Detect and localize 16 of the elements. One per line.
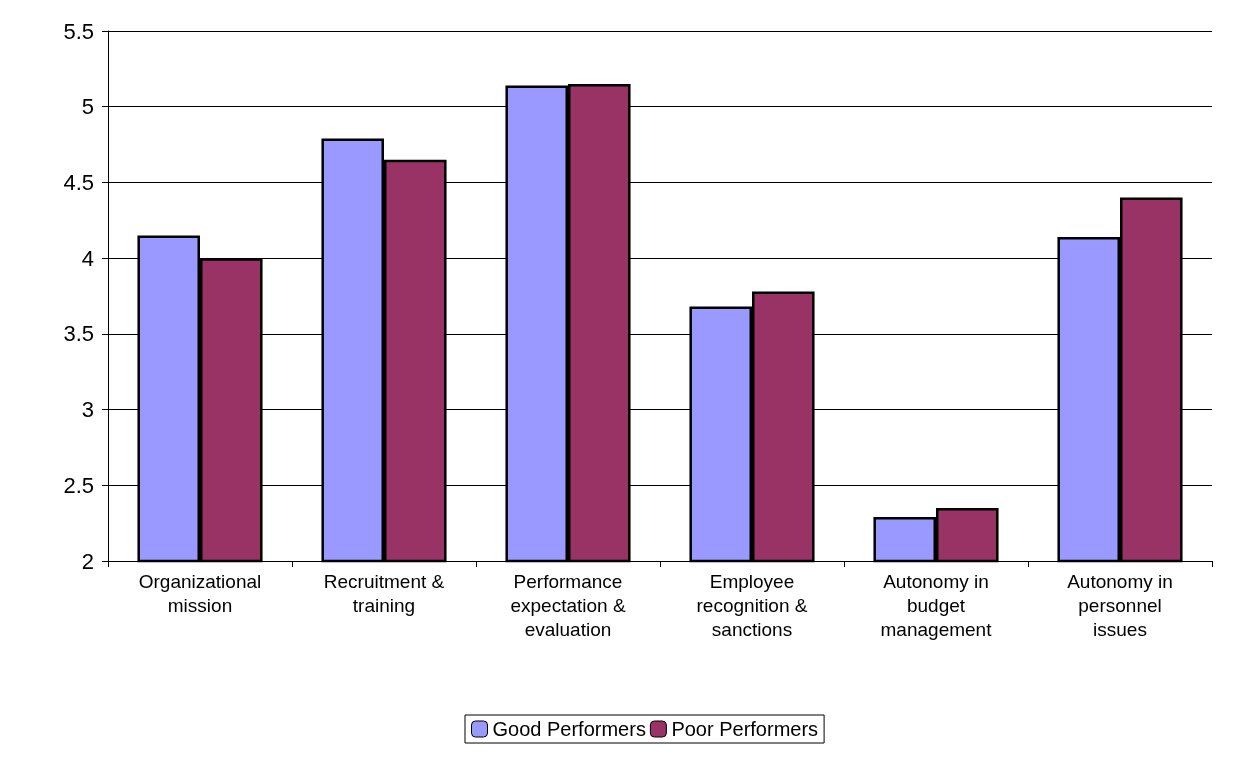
y-tick-label: 5.5 <box>63 18 94 44</box>
y-tick-label: 2 <box>81 548 94 574</box>
x-tick-label: Autonomy in budget management <box>880 570 993 640</box>
x-tick-label: Autonomy in personnel issues <box>1067 570 1173 640</box>
y-tick-label: 2.5 <box>63 472 94 498</box>
x-tick-label: Performance expectation & evaluation <box>510 570 626 640</box>
legend-label: Poor Performers <box>671 718 819 740</box>
y-tick-label: 5 <box>81 94 94 120</box>
y-tick-label: 4.5 <box>63 169 94 195</box>
y-tick-label: 4 <box>81 245 94 271</box>
x-tick-label: Recruitment & training <box>323 570 445 616</box>
x-tick-label: Organizational mission <box>138 570 262 616</box>
y-tick-label: 3 <box>81 397 94 423</box>
legend-label: Good Performers <box>492 718 646 740</box>
x-tick-label: Employee recognition & sanctions <box>696 570 808 640</box>
y-tick-label: 3.5 <box>63 321 94 347</box>
